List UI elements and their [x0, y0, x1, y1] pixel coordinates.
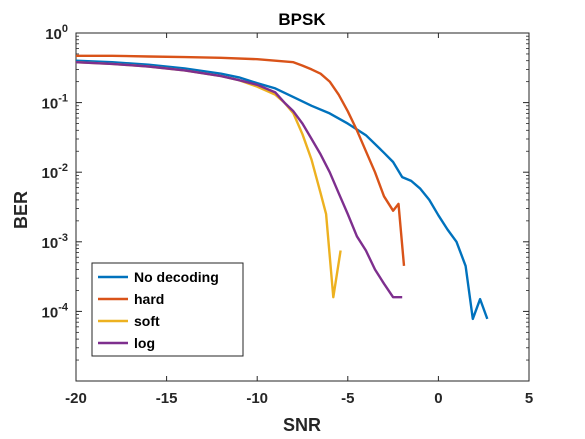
series-line-log	[76, 62, 402, 297]
y-tick-label: 10-2	[42, 162, 68, 182]
legend-entry: No decoding	[134, 269, 219, 285]
x-axis-label: SNR	[283, 415, 321, 435]
y-tick-label: 10-4	[42, 301, 69, 321]
series-line-hard	[76, 56, 404, 266]
y-axis-label: BER	[11, 191, 31, 229]
x-tick-label: -20	[65, 390, 87, 407]
y-tick-label: 100	[45, 23, 68, 43]
x-tick-label: -15	[156, 390, 178, 407]
plot-area: -20 -15 -10 -5 0 5 100 10-1 10-2 10-3 10-4 No decod…	[42, 23, 534, 407]
legend-entry: soft	[134, 313, 160, 329]
x-tick-label: -10	[246, 390, 268, 407]
y-tick-label: 10-3	[42, 232, 68, 252]
x-tick-label: 0	[434, 390, 442, 407]
legend-entry: hard	[134, 291, 164, 307]
y-tick-label: 10-1	[42, 93, 68, 113]
legend-entry: log	[134, 335, 155, 351]
x-tick-label: -5	[341, 390, 354, 407]
series-line-soft	[76, 62, 341, 297]
chart-title: BPSK	[278, 10, 326, 29]
x-tick-label: 5	[525, 390, 533, 407]
